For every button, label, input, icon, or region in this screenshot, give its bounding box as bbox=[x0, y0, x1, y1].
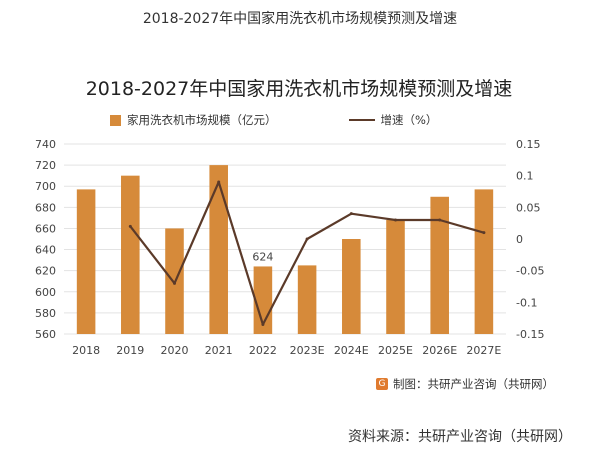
y-right-tick-label: -0.1 bbox=[516, 296, 537, 309]
line-point bbox=[394, 218, 397, 222]
logo-icon: G bbox=[376, 378, 388, 390]
line-point bbox=[173, 281, 176, 285]
x-tick-label: 2026E bbox=[422, 344, 457, 357]
page-title: 2018-2027年中国家用洗衣机市场规模预测及增速 bbox=[142, 11, 458, 27]
y-left-tick-label: 720 bbox=[35, 159, 56, 172]
bar bbox=[297, 265, 317, 334]
chart-credit-text: 制图：共研产业咨询（共研网） bbox=[393, 377, 554, 391]
x-tick-label: 2021 bbox=[205, 344, 233, 357]
bar bbox=[386, 220, 405, 334]
data-label: 624 bbox=[252, 250, 273, 263]
legend-label-bar: 家用洗衣机市场规模（亿元） bbox=[127, 113, 277, 127]
x-tick-label: 2023E bbox=[290, 344, 325, 357]
y-left-tick-label: 680 bbox=[35, 201, 56, 214]
y-left-tick-label: 600 bbox=[35, 286, 56, 299]
x-tick-label: 2019 bbox=[116, 344, 144, 357]
y-left-tick-label: 660 bbox=[35, 222, 56, 235]
bar bbox=[121, 175, 140, 334]
chart-legend: 家用洗衣机市场规模（亿元） 增速（%） bbox=[110, 112, 509, 128]
y-right-tick-label: 0.15 bbox=[516, 138, 541, 151]
chart-title: 2018-2027年中国家用洗衣机市场规模预测及增速 bbox=[85, 78, 513, 100]
x-tick-label: 2022 bbox=[249, 344, 277, 357]
line-point bbox=[438, 218, 442, 222]
y-left-tick-label: 560 bbox=[35, 328, 56, 341]
y-right-tick-label: -0.05 bbox=[516, 265, 544, 278]
y-left-tick-label: 640 bbox=[35, 244, 56, 257]
legend-swatch-line bbox=[348, 119, 375, 121]
line-point bbox=[349, 212, 353, 216]
chart-card: 2018-2027年中国家用洗衣机市场规模预测及增速 家用洗衣机市场规模（亿元）… bbox=[20, 66, 578, 404]
y-right-tick-label: 0.05 bbox=[516, 201, 541, 214]
bar bbox=[430, 196, 449, 334]
y-left-tick-label: 700 bbox=[35, 180, 56, 193]
y-right-tick-label: 0 bbox=[516, 233, 523, 246]
chart-credit: G 制图：共研产业咨询（共研网） bbox=[376, 376, 554, 392]
y-right-tick-label: 0.1 bbox=[516, 170, 534, 183]
x-tick-label: 2020 bbox=[161, 344, 189, 357]
chart-plot: 560 580 600 620 640 660 680 700 720 740 -0.15 -0.1 -… bbox=[35, 138, 544, 357]
line-point bbox=[305, 237, 309, 241]
x-tick-label: 2024E bbox=[334, 344, 369, 357]
legend-item-bar: 家用洗衣机市场规模（亿元） bbox=[110, 112, 277, 128]
y-right-tick-label: -0.15 bbox=[516, 328, 544, 341]
legend-label-line: 增速（%） bbox=[380, 113, 438, 127]
x-tick-label: 2025E bbox=[378, 344, 413, 357]
bar bbox=[342, 239, 361, 334]
y-left-tick-label: 740 bbox=[35, 138, 56, 151]
line-point bbox=[482, 231, 486, 235]
bar bbox=[76, 189, 96, 334]
line-point bbox=[128, 224, 132, 228]
line-point bbox=[217, 180, 221, 184]
legend-item-line: 增速（%） bbox=[348, 112, 438, 128]
legend-swatch-bar bbox=[110, 114, 121, 126]
x-tick-label: 2018 bbox=[72, 344, 100, 357]
y-left-tick-label: 620 bbox=[35, 265, 56, 278]
bar bbox=[474, 189, 494, 334]
line-point bbox=[261, 323, 265, 326]
source-note: 资料来源：共研产业咨询（共研网） bbox=[348, 429, 572, 445]
x-tick-label: 2027E bbox=[466, 344, 501, 357]
bar bbox=[209, 165, 228, 334]
y-left-tick-label: 580 bbox=[35, 307, 56, 320]
